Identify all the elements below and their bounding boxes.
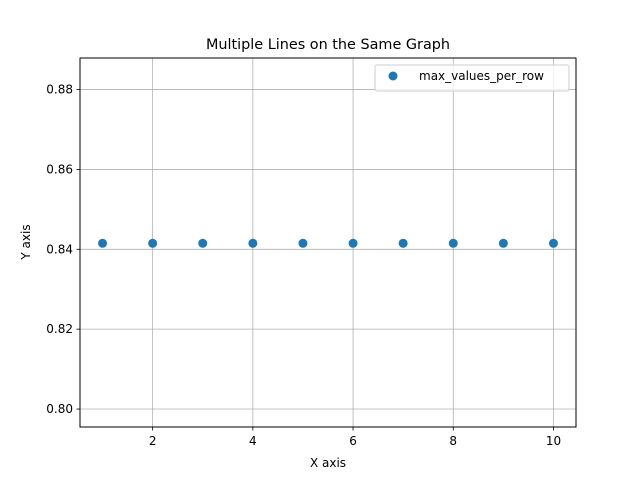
y-tick-label: 0.86	[46, 162, 73, 176]
x-tick-label: 10	[546, 434, 561, 448]
x-tick-label: 2	[149, 434, 157, 448]
data-point	[348, 238, 358, 248]
data-points	[98, 238, 558, 248]
y-axis-label: Y axis	[19, 224, 33, 260]
plot-area-frame	[79, 57, 577, 428]
x-tick-label: 4	[249, 434, 257, 448]
y-tick-label: 0.84	[46, 242, 73, 256]
y-tick-label: 0.82	[46, 322, 73, 336]
x-tick-label: 8	[449, 434, 457, 448]
x-axis-label: X axis	[310, 456, 346, 470]
data-point	[298, 238, 308, 248]
data-point	[548, 238, 558, 248]
chart-title: Multiple Lines on the Same Graph	[206, 37, 450, 53]
y-tick-label: 0.88	[46, 83, 73, 97]
data-point	[448, 238, 458, 248]
y-axis-ticks: 0.80 0.82 0.84 0.86 0.88	[46, 83, 80, 416]
y-tick-label: 0.80	[46, 402, 73, 416]
x-axis-ticks: 2 4 6 8 10	[149, 427, 561, 448]
data-point	[98, 238, 108, 248]
data-point	[198, 238, 208, 248]
data-point	[498, 238, 508, 248]
x-tick-label: 6	[349, 434, 357, 448]
data-point	[398, 238, 408, 248]
legend-marker	[388, 71, 398, 81]
data-point	[148, 238, 158, 248]
legend: max_values_per_row	[374, 64, 570, 92]
legend-box	[374, 64, 570, 92]
legend-label: max_values_per_row	[419, 69, 544, 83]
data-point	[248, 238, 258, 248]
